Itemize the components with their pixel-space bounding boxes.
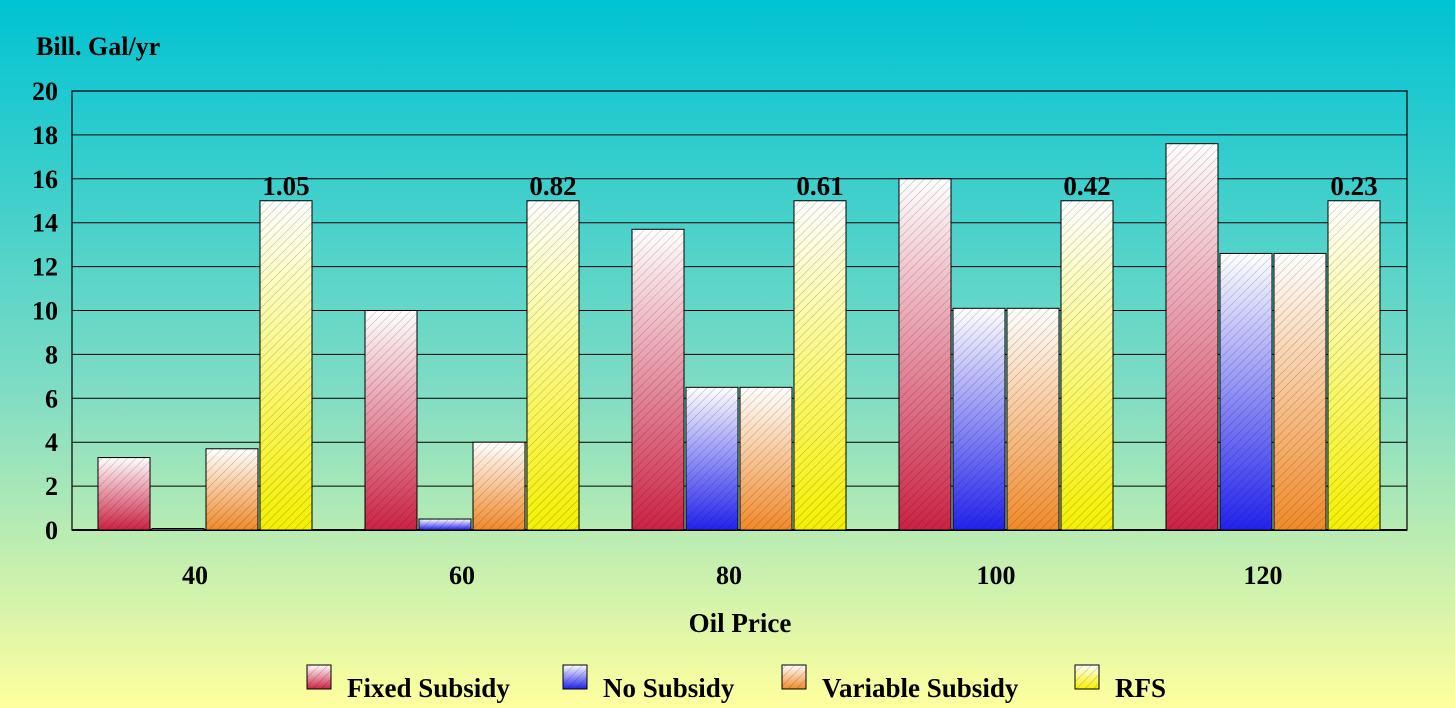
y-tick-label: 2 [45,472,58,501]
x-axis-label: Oil Price [689,608,792,638]
annotation-label: 1.05 [262,171,309,201]
bar-hatch [1274,253,1326,530]
annotation-label: 0.82 [529,171,576,201]
bar-hatch [419,519,471,530]
y-tick-label: 8 [45,340,58,369]
annotation-label: 0.61 [796,171,843,201]
bar-hatch [740,387,792,530]
y-tick-label: 20 [32,77,58,106]
legend-label: RFS [1115,673,1166,703]
y-axis-ticks: 0 2 4 6 8 10 12 14 16 18 20 [32,77,58,545]
legend-item: Variable Subsidy [781,664,1019,703]
bar-hatch [1061,200,1113,530]
annotation-label: 0.42 [1063,171,1110,201]
y-tick-label: 18 [32,121,58,150]
bar-hatch [365,310,417,530]
bar-hatch [686,387,738,530]
y-axis-label: Bill. Gal/yr [36,32,160,61]
y-tick-label: 12 [32,253,58,282]
x-tick-label: 80 [716,561,742,590]
y-tick-label: 16 [32,165,58,194]
legend-label: No Subsidy [603,673,735,703]
legend-item: Fixed Subsidy [306,664,510,703]
x-tick-label: 100 [977,561,1016,590]
bar-hatch [473,442,525,530]
bar-hatch [632,229,684,530]
legend-label: Fixed Subsidy [347,673,510,703]
legend-swatch-hatch [307,665,331,689]
bar-series [97,143,1381,531]
x-axis-ticks: 40 60 80 100 120 [182,561,1283,590]
y-tick-label: 0 [45,516,58,545]
x-tick-label: 120 [1244,561,1283,590]
legend-swatch-hatch [563,665,587,689]
bar-hatch [152,528,204,530]
bar-hatch [98,457,150,530]
y-tick-label: 6 [45,384,58,413]
bar-hatch [527,200,579,530]
legend: Fixed Subsidy No Subsidy Variable Subsidy R… [306,664,1166,703]
legend-swatch-hatch [1075,665,1099,689]
bar-hatch [1166,143,1218,530]
annotation-label: 0.23 [1330,171,1377,201]
legend-item: RFS [1074,664,1166,703]
bar-hatch [899,178,951,531]
bar-hatch [1007,308,1059,530]
bar-hatch [1328,200,1380,530]
legend-label: Variable Subsidy [822,673,1019,703]
bar-hatch [953,308,1005,530]
bar-hatch [260,200,312,530]
y-tick-label: 10 [32,297,58,326]
legend-swatch-hatch [782,665,806,689]
x-tick-label: 60 [449,561,475,590]
legend-item: No Subsidy [562,664,735,703]
y-tick-label: 4 [45,428,58,457]
bar-hatch [206,448,258,530]
bar-hatch [794,200,846,530]
annotations: 1.05 0.82 0.61 0.42 0.23 [262,171,1377,201]
bar-hatch [1220,253,1272,530]
y-tick-label: 14 [32,209,58,238]
x-tick-label: 40 [182,561,208,590]
